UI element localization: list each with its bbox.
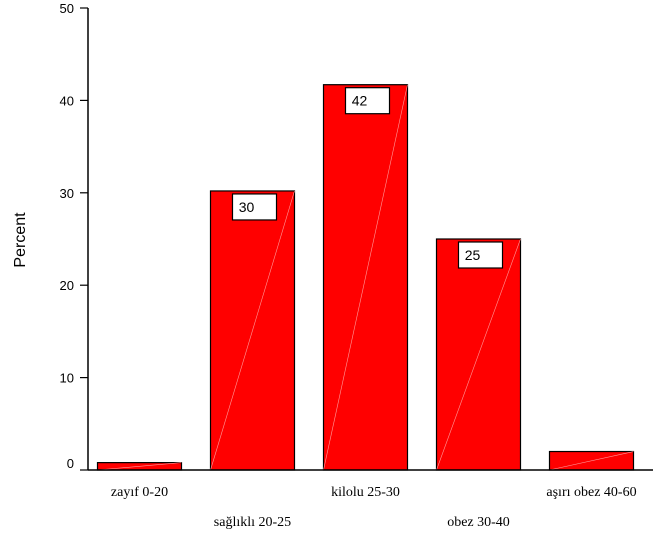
bar-highlight xyxy=(549,451,634,471)
x-tick-label: sağlıklı 20-25 xyxy=(214,515,291,530)
bar-group xyxy=(548,450,635,471)
x-tick-label: aşırı obez 40-60 xyxy=(546,485,636,500)
y-tick-label: 20 xyxy=(60,278,74,293)
data-label: 42 xyxy=(352,93,368,109)
bar-highlight xyxy=(436,238,521,471)
data-label-box xyxy=(457,241,504,269)
x-tick-label: kilolu 25-30 xyxy=(331,485,400,500)
y-axis-label: Percent xyxy=(12,212,29,268)
y-tick-label: 50 xyxy=(60,1,74,16)
y-axis: 0 10 20 30 40 50 xyxy=(60,1,89,471)
x-axis: zayıf 0-20 sağlıklı 20-25 kilolu 25-30 obez… xyxy=(88,469,653,530)
data-label-box xyxy=(231,193,278,221)
data-label: 30 xyxy=(239,199,255,215)
x-tick-label: obez 30-40 xyxy=(447,515,510,530)
bar-group: 30 xyxy=(209,190,296,471)
bar-highlight xyxy=(323,84,408,471)
bar-group: 42 xyxy=(322,84,409,471)
y-tick-label: 30 xyxy=(60,186,74,201)
bar-group xyxy=(96,462,183,471)
bar-highlight xyxy=(97,462,182,471)
x-tick-label: zayıf 0-20 xyxy=(111,485,168,500)
bar-highlight xyxy=(210,190,295,471)
data-label-box xyxy=(344,87,391,115)
data-label: 25 xyxy=(465,247,481,263)
y-tick-label: 40 xyxy=(60,93,74,108)
bars: 30 42 25 xyxy=(96,84,635,471)
y-tick-label: 0 xyxy=(67,456,74,471)
bar-group: 25 xyxy=(435,238,522,471)
y-tick-label: 10 xyxy=(60,371,74,386)
